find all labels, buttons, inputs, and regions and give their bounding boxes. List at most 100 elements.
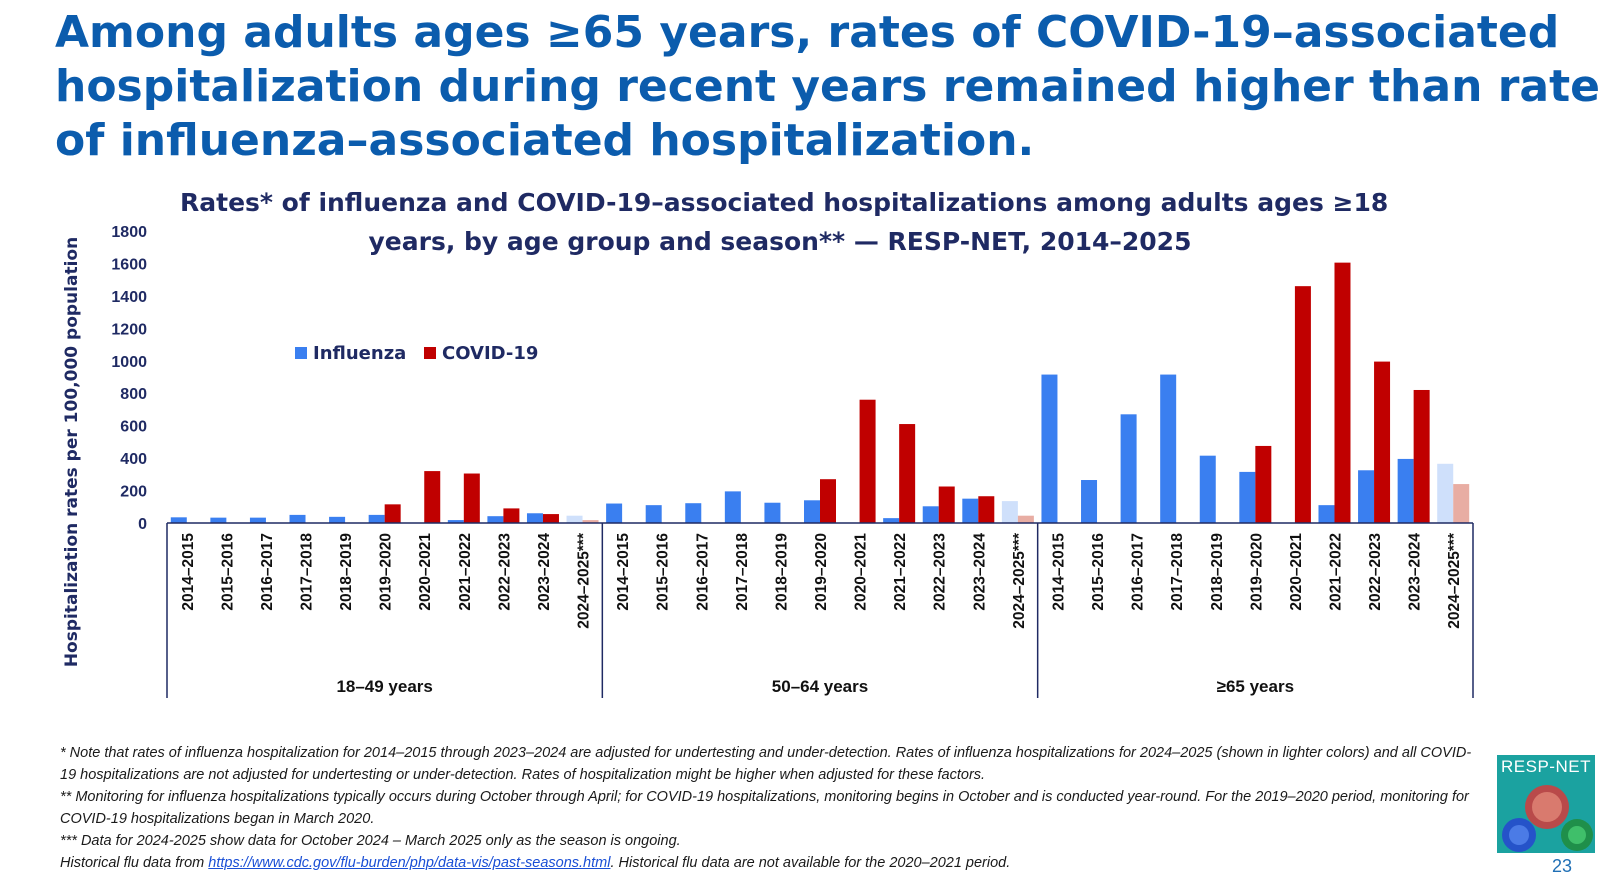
legend-label: Influenza [313, 343, 406, 364]
influenza-bar [645, 505, 662, 523]
season-tick-label: 2016–2017 [1130, 533, 1147, 611]
influenza-bar [1358, 470, 1375, 523]
footnote-monitoring: ** Monitoring for influenza hospitalizat… [60, 789, 1469, 827]
influenza-bar [1239, 471, 1256, 523]
covid-bar [1255, 445, 1272, 523]
season-tick-label: 2024–2025*** [1011, 532, 1028, 629]
influenza-bar [1397, 458, 1414, 523]
season-tick-label: 2023–2024 [1407, 533, 1424, 611]
influenza-bar [962, 498, 979, 523]
slide-title-line-3: of influenza–associated hospitalization. [55, 115, 1035, 166]
y-tick-label: 0 [138, 516, 147, 533]
y-tick-label: 600 [120, 419, 147, 436]
influenza-bar [764, 502, 781, 523]
season-tick-label: 2018–2019 [773, 533, 790, 611]
influenza-bar [210, 517, 227, 523]
age-group-label: 18–49 years [336, 677, 432, 696]
influenza-bar [487, 516, 504, 523]
slide-title-line-2: hospitalization during recent years rema… [55, 61, 1600, 112]
season-tick-label: 2017–2018 [299, 533, 316, 611]
source-link[interactable]: https://www.cdc.gov/flu-burden/php/data-… [208, 855, 611, 871]
season-tick-label: 2022–2023 [496, 533, 513, 611]
covid-bar [1374, 361, 1391, 523]
covid-bar [582, 520, 599, 523]
covid-bar [463, 473, 480, 523]
covid-bar [424, 471, 441, 523]
season-tick-label: 2015–2016 [1090, 533, 1107, 611]
season-tick-label: 2021–2022 [892, 533, 909, 611]
influenza-bar [1160, 374, 1177, 523]
influenza-bar [170, 517, 187, 523]
covid-bar [1334, 262, 1351, 523]
season-tick-label: 2024–2025*** [576, 532, 593, 629]
influenza-bar [566, 515, 583, 523]
season-tick-label: 2023–2024 [536, 533, 553, 611]
chart-title-line-1: Rates* of influenza and COVID-19–associa… [180, 188, 1389, 217]
influenza-bar [329, 516, 346, 523]
covid-bar [503, 508, 520, 523]
season-tick-label: 2020–2021 [853, 533, 870, 611]
covid-bar [542, 514, 559, 523]
y-tick-label: 400 [120, 451, 147, 468]
slide-title-line-1: Among adults ages ≥65 years, rates of CO… [55, 7, 1560, 58]
virus-icon [1502, 785, 1593, 852]
resp-net-logo: RESP-NET [1497, 755, 1595, 853]
footnote-adjustment: * Note that rates of influenza hospitali… [60, 745, 1472, 783]
y-tick-label: 200 [120, 484, 147, 501]
covid-bar [384, 504, 401, 523]
y-axis-title: Hospitalization rates per 100,000 popula… [62, 237, 82, 667]
covid-bar [1413, 389, 1430, 523]
footnotes: * Note that rates of influenza hospitali… [60, 742, 1480, 874]
season-tick-label: 2019–2020 [378, 533, 395, 611]
covid-bar [938, 486, 955, 523]
legend-swatch [295, 347, 307, 359]
influenza-bar [289, 514, 306, 523]
source-suffix: . Historical flu data are not available … [610, 855, 1011, 871]
influenza-bar [606, 503, 623, 523]
influenza-bar [724, 491, 741, 523]
influenza-bar [883, 518, 900, 523]
influenza-bar [685, 503, 702, 523]
y-tick-label: 1600 [111, 256, 147, 273]
y-tick-label: 1800 [111, 224, 147, 241]
influenza-bar [249, 517, 266, 523]
y-tick-label: 1000 [111, 354, 147, 371]
covid-bar [820, 479, 836, 523]
season-tick-label: 2016–2017 [694, 533, 711, 611]
covid-bar [859, 399, 876, 523]
source-prefix: Historical flu data from [60, 855, 209, 871]
influenza-bar [1199, 455, 1216, 523]
covid-bar [1453, 484, 1470, 523]
influenza-bar [1081, 480, 1098, 523]
bar-chart: 0 200 400 600 800 1000 1200 1400 1600 1800 Hospita… [62, 224, 1474, 698]
influenza-bar [526, 513, 543, 523]
season-tick-label: 2021–2022 [457, 533, 474, 611]
season-tick-label: 2014–2015 [1050, 533, 1067, 611]
covid-bar [978, 496, 995, 523]
season-tick-label: 2024–2025*** [1446, 532, 1463, 629]
season-tick-label: 2016–2017 [259, 533, 276, 611]
footnote-partial-season: *** Data for 2024-2025 show data for Oct… [60, 833, 681, 849]
season-tick-label: 2015–2016 [219, 533, 236, 611]
season-tick-label: 2023–2024 [971, 533, 988, 611]
influenza-bar [368, 514, 385, 523]
influenza-bar [1001, 501, 1018, 523]
age-group-label: 50–64 years [772, 677, 868, 696]
y-tick-label: 1400 [111, 289, 147, 306]
season-tick-label: 2017–2018 [734, 533, 751, 611]
influenza-bar [1437, 463, 1454, 523]
footnote-source: Historical flu data from https://www.cdc… [60, 852, 1480, 874]
y-tick-label: 1200 [111, 321, 147, 338]
season-tick-label: 2021–2022 [1327, 533, 1344, 611]
legend-label: COVID-19 [442, 343, 538, 364]
influenza-bar [922, 506, 939, 523]
influenza-bar [447, 520, 464, 523]
season-tick-label: 2015–2016 [655, 533, 672, 611]
season-tick-label: 2020–2021 [417, 533, 434, 611]
y-tick-label: 800 [120, 386, 147, 403]
influenza-bar [1041, 374, 1058, 523]
influenza-bar [1120, 414, 1137, 523]
season-tick-label: 2014–2015 [615, 533, 632, 611]
season-tick-label: 2018–2019 [338, 533, 355, 611]
chart-title: Rates* of influenza and COVID-19–associa… [180, 183, 1389, 261]
